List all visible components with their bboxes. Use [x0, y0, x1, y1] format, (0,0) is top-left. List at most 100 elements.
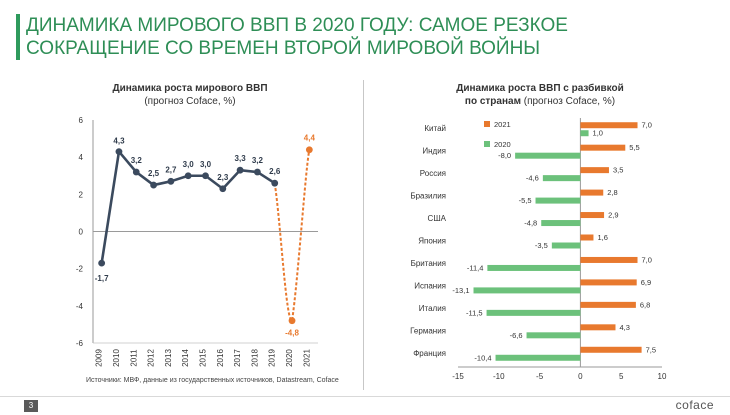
bar-2020 [541, 220, 581, 227]
category-label: Япония [418, 237, 446, 246]
y-tick-label: 6 [79, 116, 84, 125]
legend-swatch-2021 [484, 121, 490, 127]
category-label: Бразилия [410, 192, 446, 201]
x-tick-label: 2018 [250, 349, 259, 367]
footer-divider [0, 396, 730, 397]
data-point [132, 168, 140, 176]
bar-label-2020: -6,6 [510, 331, 523, 340]
country-chart-subtitle: (прогноз Coface, %) [523, 96, 616, 107]
bar-label-2021: 2,9 [608, 211, 618, 220]
bar-2021 [580, 167, 609, 174]
bar-label-2021: 7,0 [642, 255, 652, 264]
x-tick-label: 2010 [112, 349, 121, 367]
bar-label-2020: -10,4 [474, 353, 491, 362]
data-label: 3,2 [131, 156, 143, 165]
legend-label-2020: 2020 [494, 140, 511, 149]
x-tick-label: 2014 [181, 349, 190, 367]
category-label: Россия [420, 169, 446, 178]
bar-label-2020: -4,6 [526, 174, 539, 183]
bar-label-2020: -5,5 [519, 196, 532, 205]
country-chart-subtitle-bold: по странам [464, 96, 521, 107]
category-label: Испания [414, 281, 446, 290]
category-label: Китай [424, 124, 446, 133]
data-label: 2,5 [148, 169, 160, 178]
data-label: 3,3 [235, 154, 247, 163]
category-label: Индия [422, 147, 446, 156]
bar-2021 [580, 122, 638, 129]
bar-label-2021: 7,0 [642, 121, 652, 130]
data-point [167, 177, 175, 185]
gdp-chart-title-text: Динамика роста мирового ВВП [112, 83, 268, 94]
y-tick-label: -4 [76, 302, 84, 311]
bar-label-2021: 4,3 [619, 323, 629, 332]
y-tick-label: 0 [79, 228, 84, 237]
data-label: 2,6 [269, 167, 281, 176]
category-label: Италия [419, 304, 446, 313]
data-point [98, 259, 106, 267]
bar-2020 [551, 242, 581, 249]
data-label: -1,7 [95, 274, 109, 283]
bar-2020 [526, 332, 581, 339]
data-point [236, 166, 244, 174]
country-chart-title: Динамика роста ВВП с разбивкой по страна… [430, 82, 650, 108]
country-chart-title-text: Динамика роста ВВП с разбивкой [456, 83, 624, 94]
bar-2020 [515, 152, 581, 159]
bar-2020 [535, 197, 581, 204]
bar-2021 [580, 189, 604, 196]
x-tick-label: 2017 [233, 349, 242, 367]
bar-2021 [580, 279, 637, 286]
data-label: 3,0 [183, 160, 195, 169]
data-label: 4,4 [304, 134, 316, 143]
x-tick-label: 2012 [147, 349, 156, 367]
x-tick-label: 2009 [95, 349, 104, 367]
gdp-forecast-line [273, 149, 311, 322]
bar-2020 [487, 264, 581, 271]
data-label: 3,0 [200, 160, 212, 169]
category-label: Германия [410, 326, 446, 335]
bar-2021 [580, 301, 636, 308]
x-tick-label: 2016 [216, 349, 225, 367]
bar-2021 [580, 212, 605, 219]
x-tick-label: -15 [452, 372, 464, 381]
forecast-point [288, 317, 296, 325]
bar-label-2021: 5,5 [629, 143, 639, 152]
bar-2020 [495, 354, 581, 361]
x-tick-label: 5 [619, 372, 624, 381]
bar-label-2020: 1,0 [593, 129, 603, 138]
data-label: 4,3 [113, 137, 125, 146]
data-point [271, 179, 279, 187]
x-tick-label: 2015 [199, 349, 208, 367]
bar-label-2021: 3,5 [613, 166, 623, 175]
x-tick-label: 2019 [268, 349, 277, 367]
bar-2021 [580, 324, 616, 331]
y-tick-label: -6 [76, 339, 84, 348]
y-tick-label: 4 [79, 153, 84, 162]
data-label: 3,2 [252, 156, 264, 165]
bar-2021 [580, 234, 594, 241]
title-accent-bar [16, 14, 20, 60]
bar-2021 [580, 144, 626, 151]
legend-swatch-2020 [484, 141, 490, 147]
data-point [115, 148, 123, 155]
chart-divider [363, 80, 364, 390]
x-tick-label: 2021 [302, 349, 311, 367]
bar-label-2021: 2,8 [607, 188, 617, 197]
gdp-chart-subtitle: (прогноз Coface, %) [144, 96, 236, 107]
bar-label-2020: -11,4 [467, 263, 484, 272]
category-label: Британия [411, 259, 446, 268]
x-tick-label: 0 [578, 372, 583, 381]
source-note: Источники: МВФ, данные из государственны… [86, 377, 339, 384]
bar-2020 [486, 309, 581, 316]
page-number: 3 [24, 400, 38, 412]
bar-2020 [542, 175, 581, 182]
category-label: США [428, 214, 447, 223]
forecast-point [305, 146, 313, 154]
y-tick-label: 2 [79, 190, 84, 199]
bar-label-2020: -4,8 [524, 219, 537, 228]
bar-label-2020: -11,5 [466, 308, 483, 317]
category-label: Франция [413, 349, 446, 358]
gdp-chart-title: Динамика роста мирового ВВП (прогноз Cof… [90, 82, 290, 108]
page-title: ДИНАМИКА МИРОВОГО ВВП В 2020 ГОДУ: САМОЕ… [26, 15, 568, 59]
data-label: 2,7 [165, 165, 177, 174]
